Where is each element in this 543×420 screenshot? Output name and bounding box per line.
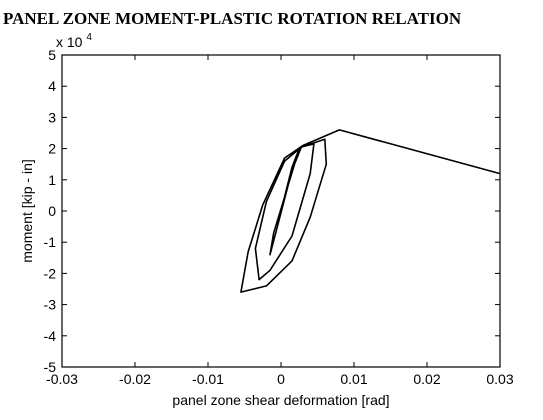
chart-title: PANEL ZONE MOMENT-PLASTIC ROTATION RELAT… xyxy=(3,9,462,28)
y-tick-label: -1 xyxy=(44,234,57,250)
y-tick-label: 4 xyxy=(48,78,56,94)
x-tick-label: -0.02 xyxy=(119,371,151,387)
series-layer xyxy=(240,129,501,293)
x-tick-label: 0.03 xyxy=(486,371,513,387)
y-multiplier-exponent: 4 xyxy=(86,32,92,43)
y-multiplier-base: x 10 xyxy=(56,34,83,50)
y-tick-label: -2 xyxy=(44,265,57,281)
x-tick-label: 0.02 xyxy=(413,371,440,387)
y-tick-label: 2 xyxy=(48,141,56,157)
x-axis-label: panel zone shear deformation [rad] xyxy=(172,392,389,408)
y-axis-multiplier: x 10 4 xyxy=(56,32,92,50)
hysteresis-curve xyxy=(240,129,501,293)
y-tick-label: 1 xyxy=(48,172,56,188)
svg-text:x 10 4: x 10 4 xyxy=(56,32,92,50)
y-tick-label: -5 xyxy=(44,359,57,375)
y-tick-label: -4 xyxy=(44,328,57,344)
x-tick-label: -0.01 xyxy=(192,371,224,387)
y-tick-label: 5 xyxy=(48,47,56,63)
y-axis-label: moment [kip - in] xyxy=(19,159,35,262)
x-tick-label: 0 xyxy=(277,371,285,387)
x-axis-ticks: -0.03 -0.02 -0.01 0 0.01 0.02 0.03 xyxy=(46,55,514,387)
x-tick-label: -0.03 xyxy=(46,371,78,387)
y-tick-label: -3 xyxy=(44,297,57,313)
y-axis-ticks: -5 -4 -3 -2 -1 0 1 2 3 4 5 xyxy=(44,47,500,375)
y-tick-label: 0 xyxy=(48,203,56,219)
x-tick-label: 0.01 xyxy=(340,371,367,387)
y-tick-label: 3 xyxy=(48,109,56,125)
